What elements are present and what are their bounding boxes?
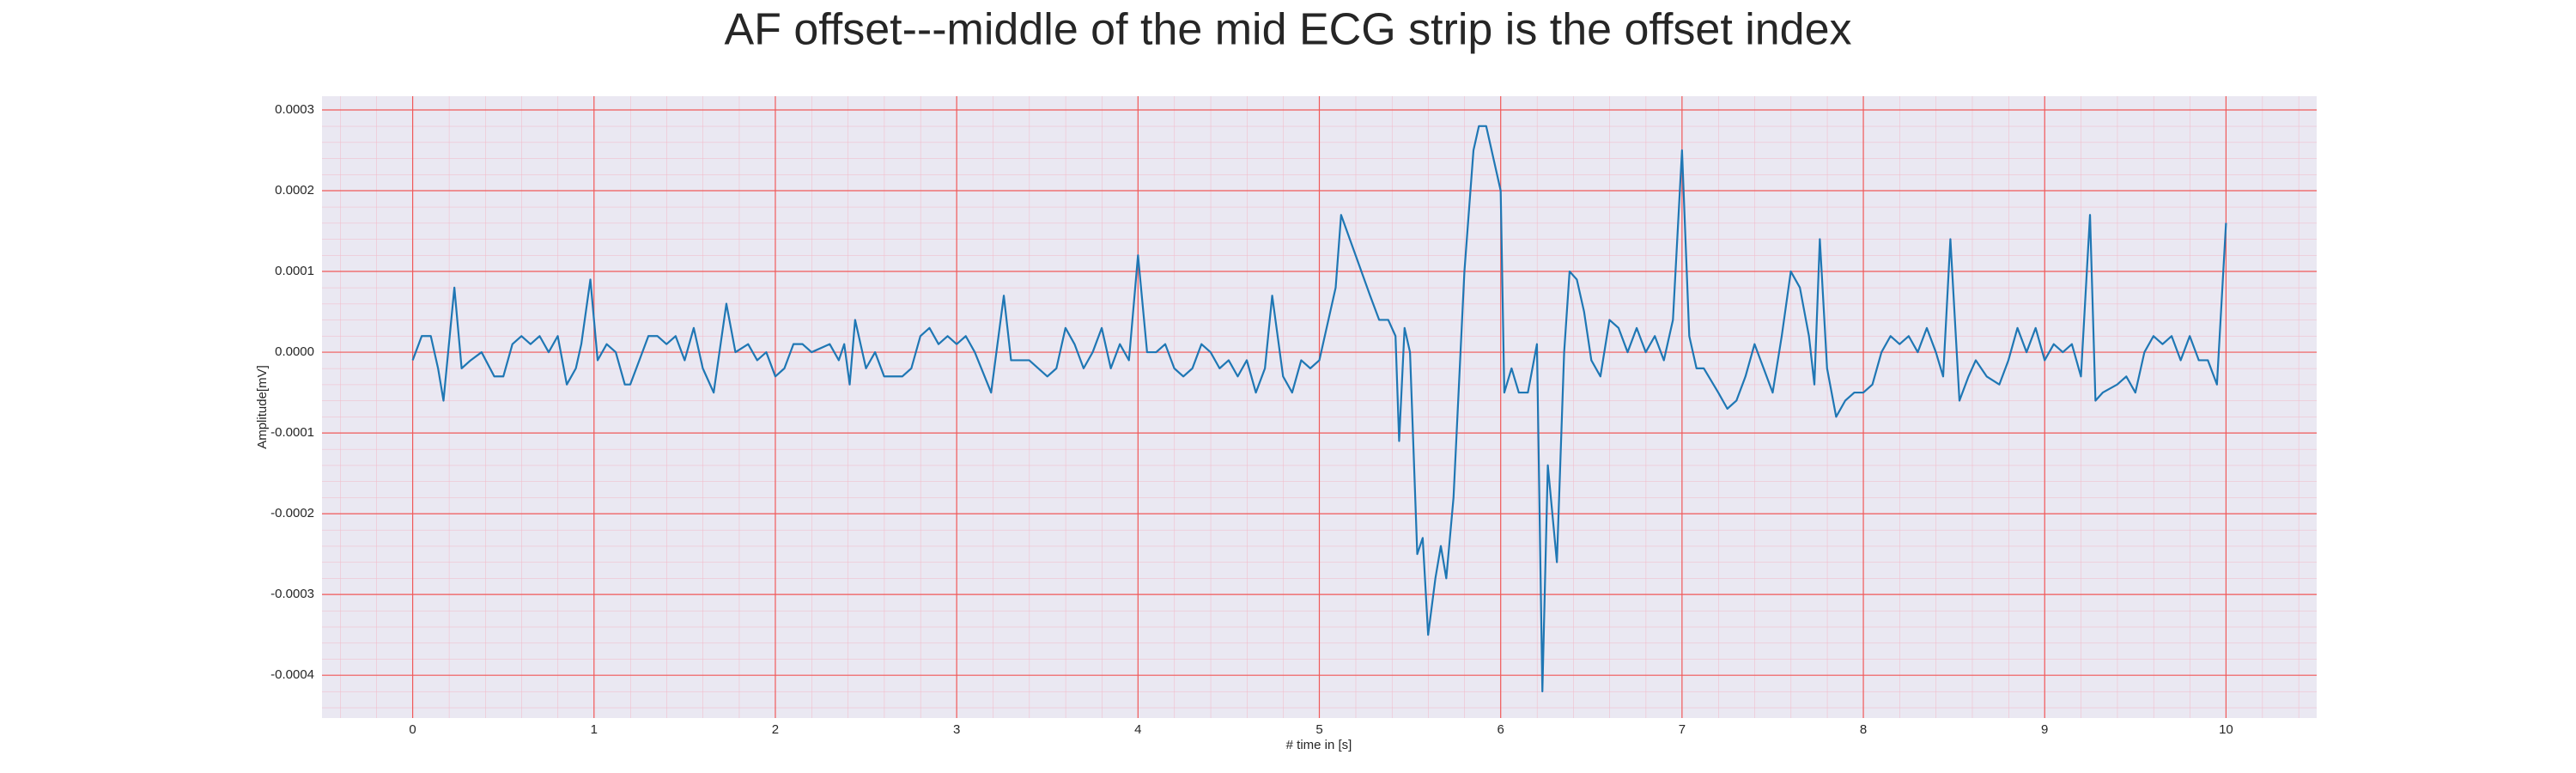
x-tick-label: 9 <box>2041 722 2048 737</box>
x-tick-label: 1 <box>591 722 598 737</box>
y-tick-label: 0.0001 <box>275 264 314 278</box>
x-tick-label: 4 <box>1134 722 1141 737</box>
y-tick-label: -0.0002 <box>270 506 314 520</box>
y-tick-label: -0.0003 <box>270 587 314 601</box>
ecg-line <box>411 125 2227 693</box>
x-tick-label: 0 <box>409 722 416 737</box>
y-tick-label: 0.0003 <box>275 102 314 117</box>
y-tick-label: 0.0000 <box>275 344 314 359</box>
x-tick-label: 10 <box>2219 722 2233 737</box>
x-tick-label: 8 <box>1860 722 1867 737</box>
x-tick-label: 6 <box>1498 722 1504 737</box>
y-axis-label: Amplitude[mV] <box>255 365 270 449</box>
y-tick-label: -0.0001 <box>270 425 314 440</box>
chart-title: AF offset---middle of the mid ECG strip … <box>724 5 1851 55</box>
y-tick-label: -0.0004 <box>270 667 314 682</box>
x-tick-label: 5 <box>1315 722 1322 737</box>
x-tick-label: 3 <box>953 722 960 737</box>
x-tick-label: 2 <box>772 722 779 737</box>
x-tick-label: 7 <box>1679 722 1686 737</box>
y-tick-label: 0.0002 <box>275 183 314 198</box>
x-axis-label: # time in [s] <box>1286 738 1352 752</box>
